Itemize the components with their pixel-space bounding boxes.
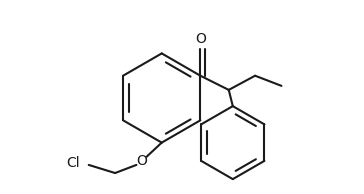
Text: O: O: [136, 154, 147, 168]
Text: Cl: Cl: [66, 156, 80, 170]
Text: O: O: [195, 32, 206, 46]
